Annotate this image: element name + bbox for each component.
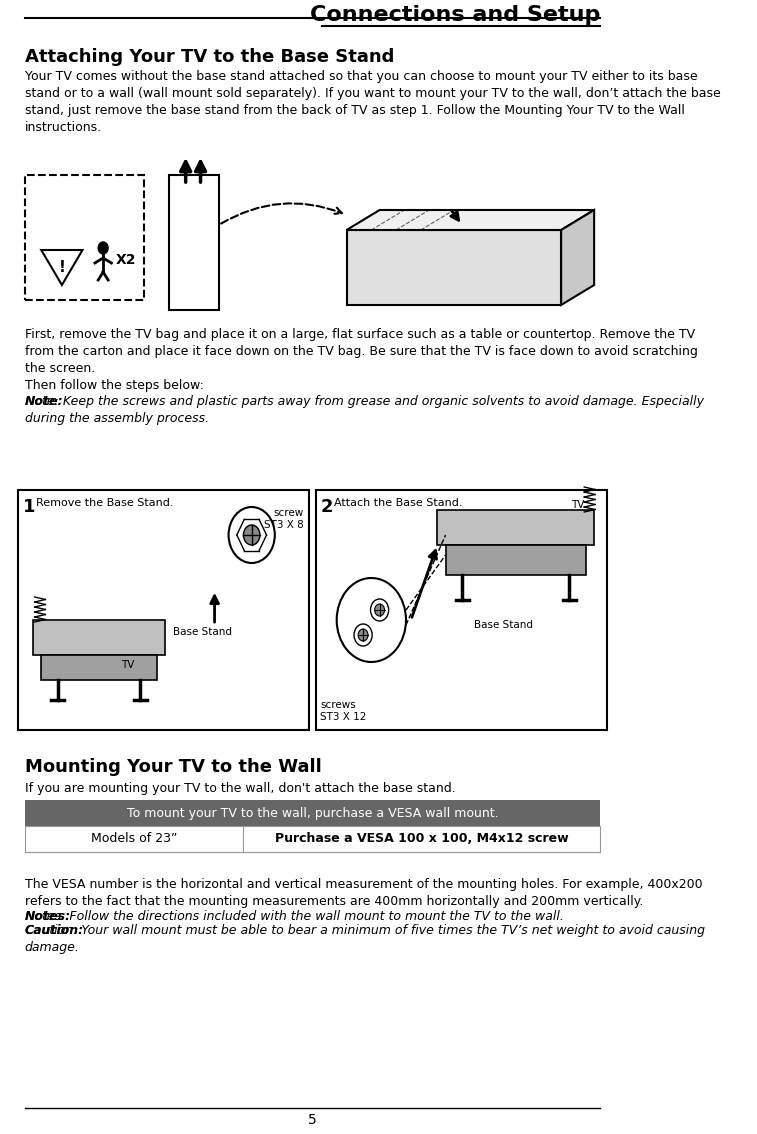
Text: X2: X2 [116, 253, 136, 266]
Text: 2: 2 [321, 498, 334, 516]
Text: Attaching Your TV to the Base Stand: Attaching Your TV to the Base Stand [25, 48, 394, 66]
Text: Base Stand: Base Stand [173, 627, 232, 637]
Polygon shape [347, 230, 561, 305]
Text: Models of 23”: Models of 23” [91, 832, 177, 846]
Text: TV: TV [121, 660, 135, 670]
Circle shape [370, 599, 388, 621]
Polygon shape [347, 210, 594, 230]
Text: Notes: Follow the directions included with the wall mount to mount the TV to the: Notes: Follow the directions included wi… [25, 909, 564, 923]
Polygon shape [561, 210, 594, 305]
Text: screws
ST3 X 12: screws ST3 X 12 [320, 700, 366, 722]
Text: Base Stand: Base Stand [475, 620, 534, 631]
Text: The VESA number is the horizontal and vertical measurement of the mounting holes: The VESA number is the horizontal and ve… [25, 878, 702, 908]
Polygon shape [169, 175, 219, 310]
FancyBboxPatch shape [25, 175, 145, 301]
Circle shape [358, 629, 368, 641]
Circle shape [375, 604, 385, 616]
Text: 1: 1 [23, 498, 36, 516]
Text: Purchase a VESA 100 x 100, M4x12 screw: Purchase a VESA 100 x 100, M4x12 screw [275, 832, 569, 846]
Polygon shape [446, 545, 586, 575]
Text: If you are mounting your TV to the wall, don't attach the base stand.: If you are mounting your TV to the wall,… [25, 782, 456, 795]
Text: Caution:: Caution: [25, 924, 84, 937]
Text: !: ! [58, 261, 65, 276]
Polygon shape [33, 620, 165, 655]
Text: TV: TV [571, 500, 584, 510]
Text: Notes:: Notes: [25, 909, 71, 923]
Text: Mounting Your TV to the Wall: Mounting Your TV to the Wall [25, 758, 322, 776]
Polygon shape [438, 510, 594, 545]
FancyBboxPatch shape [25, 799, 600, 826]
Circle shape [98, 242, 108, 254]
Circle shape [229, 507, 275, 562]
Polygon shape [42, 249, 83, 285]
FancyBboxPatch shape [316, 490, 606, 730]
Text: Your TV comes without the base stand attached so that you can choose to mount yo: Your TV comes without the base stand att… [25, 70, 721, 134]
FancyArrowPatch shape [221, 203, 342, 223]
Text: Attach the Base Stand.: Attach the Base Stand. [334, 498, 463, 508]
Polygon shape [42, 655, 157, 680]
Text: Remove the Base Stand.: Remove the Base Stand. [36, 498, 174, 508]
Text: Note:: Note: [25, 395, 64, 408]
Circle shape [354, 624, 372, 646]
Circle shape [337, 578, 406, 662]
Text: 5: 5 [307, 1112, 316, 1127]
FancyBboxPatch shape [25, 826, 600, 852]
Text: Note: Keep the screws and plastic parts away from grease and organic solvents to: Note: Keep the screws and plastic parts … [25, 395, 704, 425]
Text: screw
ST3 X 8: screw ST3 X 8 [264, 508, 304, 531]
FancyBboxPatch shape [18, 490, 309, 730]
Text: Caution: Your wall mount must be able to bear a minimum of five times the TV’s n: Caution: Your wall mount must be able to… [25, 924, 705, 954]
Circle shape [244, 525, 260, 545]
Text: To mount your TV to the wall, purchase a VESA wall mount.: To mount your TV to the wall, purchase a… [126, 806, 498, 820]
Text: Connections and Setup: Connections and Setup [310, 5, 600, 25]
Text: First, remove the TV bag and place it on a large, flat surface such as a table o: First, remove the TV bag and place it on… [25, 328, 698, 392]
